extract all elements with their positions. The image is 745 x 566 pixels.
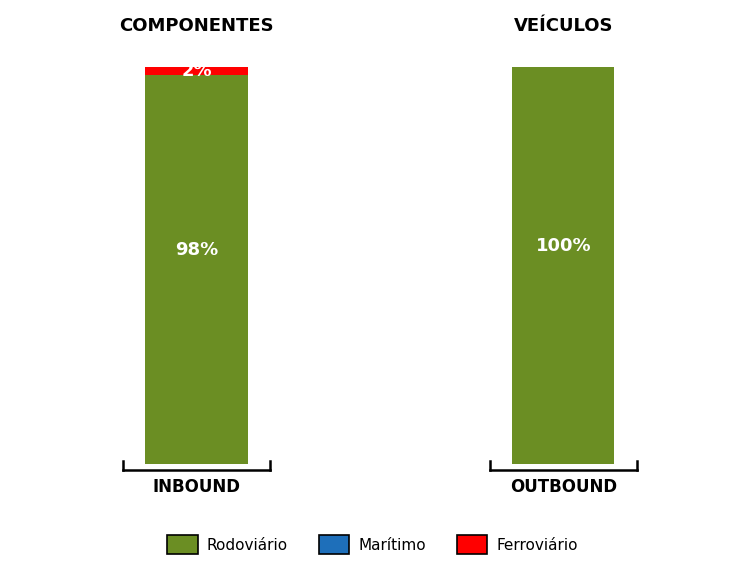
- Bar: [145, 75, 248, 464]
- Title: COMPONENTES: COMPONENTES: [119, 18, 274, 35]
- Text: OUTBOUND: OUTBOUND: [510, 478, 617, 496]
- Bar: [512, 67, 615, 464]
- Text: 98%: 98%: [175, 241, 218, 259]
- Text: INBOUND: INBOUND: [153, 478, 241, 496]
- Bar: [145, 67, 248, 75]
- Title: VEÍCULOS: VEÍCULOS: [513, 18, 613, 35]
- Text: 100%: 100%: [536, 237, 591, 255]
- Legend: Rodoviário, Marítimo, Ferroviário: Rodoviário, Marítimo, Ferroviário: [162, 530, 583, 559]
- Text: 2%: 2%: [181, 62, 212, 80]
